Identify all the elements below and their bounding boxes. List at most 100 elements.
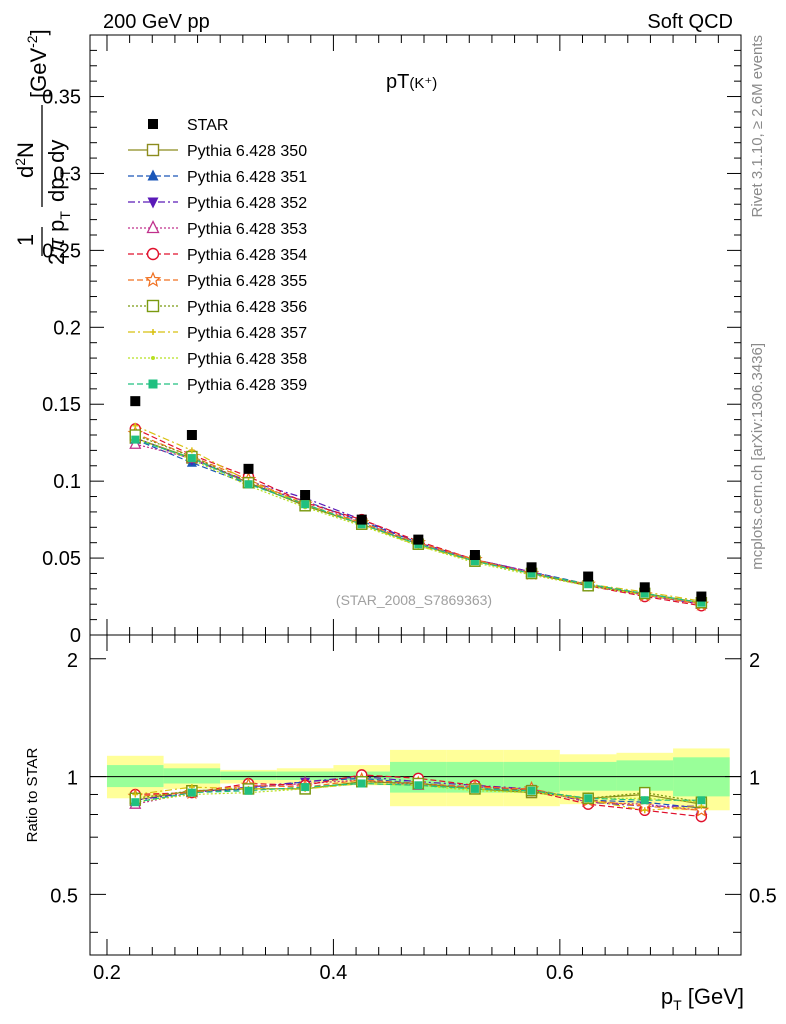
ratio-series-markers: [127, 769, 710, 823]
rivet-label: Rivet 3.1.10, ≥ 2.6M events: [749, 35, 766, 218]
main-y-tick-label: 0.3: [53, 163, 81, 185]
main-y-axis-label: 1 2π pT d2N dpT dy [GeV-2]: [12, 29, 73, 265]
legend: STAR Pythia 6.428 350 Pythia 6.428 351 Pyth…: [128, 117, 307, 394]
main-y-tick-label: 0.2: [53, 317, 81, 339]
main-y-tick-label: 0.1: [53, 471, 81, 493]
main-series-markers: [127, 396, 710, 612]
ratio-y-tick-label-right: 0.5: [749, 885, 777, 907]
ratio-line-357: [135, 782, 702, 811]
main-point-359: [470, 557, 479, 566]
legend-label: Pythia 6.428 354: [187, 247, 307, 264]
ratio-panel: 0.5 0.5 1 1 2 2 0.2 0.4 0.6: [50, 634, 777, 984]
ratio-point-359: [527, 786, 536, 795]
star-data-point: [356, 514, 367, 525]
main-line-359: [135, 439, 702, 604]
inner-band: [616, 760, 674, 791]
ratio-point-357: [132, 791, 139, 798]
legend-label: Pythia 6.428 351: [187, 169, 307, 186]
x-tick-label: 0.6: [546, 962, 574, 984]
ratio-point-359: [301, 783, 310, 792]
inner-band: [163, 768, 221, 784]
legend-label: Pythia 6.428 356: [187, 299, 307, 316]
svg-text:1: 1: [13, 234, 38, 246]
legend-label: Pythia 6.428 359: [187, 377, 307, 394]
legend-marker: [147, 197, 159, 209]
main-y-tick-label: 0.35: [42, 87, 81, 109]
watermark: (STAR_2008_S7869363): [336, 592, 492, 608]
ratio-point-359: [470, 784, 479, 793]
main-point-359: [584, 580, 593, 589]
main-line-355: [135, 432, 702, 605]
ratio-point-359: [357, 779, 366, 788]
main-line-350: [135, 437, 702, 604]
star-data-point: [639, 582, 650, 593]
legend-label: Pythia 6.428 357: [187, 325, 307, 342]
ratio-point-359: [131, 798, 140, 807]
ratio-point-357: [641, 807, 648, 814]
main-point-359: [131, 435, 140, 444]
star-data-point: [130, 396, 141, 407]
star-data-point: [696, 591, 707, 602]
ratio-axis-ticks: 0.5 0.5 1 1 2 2 0.2 0.4 0.6: [50, 635, 777, 984]
legend-marker: [148, 379, 158, 389]
legend-label: Pythia 6.428 353: [187, 221, 307, 238]
inner-band: [220, 771, 277, 780]
x-tick-label: 0.2: [93, 962, 121, 984]
legend-label: Pythia 6.428 358: [187, 351, 307, 368]
main-series-lines: [135, 425, 702, 607]
ratio-y-tick-label: 0.5: [50, 885, 78, 907]
main-point-359: [527, 569, 536, 578]
ratio-point-359: [244, 786, 253, 795]
main-point-359: [244, 480, 253, 489]
main-plot-title: pT(K⁺): [386, 71, 437, 93]
main-y-tick-label: 0.15: [42, 394, 81, 416]
legend-marker: [146, 220, 160, 234]
legend-marker: [147, 169, 159, 181]
mcplots-label: mcplots.cern.ch [arXiv:1306.3436]: [749, 343, 766, 570]
star-data-point: [300, 490, 311, 500]
ratio-y-tick-label-right: 1: [749, 768, 760, 790]
main-y-tick-label: 0.25: [42, 240, 81, 262]
ratio-point-355: [693, 802, 710, 817]
svg-text:2π pT: 2π pT: [44, 211, 73, 265]
ratio-point-359: [697, 796, 706, 805]
legend-marker: [144, 271, 162, 287]
star-data-point: [583, 571, 594, 582]
header-right: Soft QCD: [647, 11, 733, 33]
main-line-351: [135, 439, 702, 605]
star-data-point: [243, 463, 254, 474]
main-line-352: [135, 437, 702, 605]
svg-text:dpT dy: dpT dy: [44, 140, 73, 202]
svg-text:[GeV-2]: [GeV-2]: [24, 29, 51, 98]
legend-label: STAR: [187, 117, 228, 134]
header-left: 200 GeV pp: [103, 11, 210, 33]
legend-label: Pythia 6.428 355: [187, 273, 307, 290]
main-axis-ticks: 0 0.05 0.1 0.15 0.2 0.25 0.3 0.35: [42, 35, 741, 647]
ratio-line-358: [135, 782, 702, 803]
legend-marker: [146, 247, 160, 261]
ratio-point-356: [639, 786, 651, 799]
main-y-tick-label: 0: [70, 625, 81, 647]
legend-label: Pythia 6.428 352: [187, 195, 307, 212]
star-data-point: [526, 562, 537, 573]
main-line-357: [135, 425, 702, 602]
main-point-357: [132, 422, 139, 429]
ratio-point-359: [414, 781, 423, 790]
main-y-tick-label: 0.05: [42, 548, 81, 570]
ratio-y-tick-label-right: 2: [749, 650, 760, 672]
svg-text:d2N: d2N: [12, 142, 38, 178]
main-point-359: [640, 589, 649, 598]
main-line-354: [135, 428, 702, 607]
main-point-359: [697, 598, 706, 607]
ratio-y-tick-label: 1: [67, 768, 78, 790]
ratio-point-359: [640, 796, 649, 805]
main-point-357: [188, 447, 195, 454]
main-line-356: [135, 434, 702, 604]
star-data-point: [413, 534, 424, 545]
legend-label: Pythia 6.428 350: [187, 143, 307, 160]
ratio-point-359: [187, 788, 196, 797]
ratio-y-tick-label: 2: [67, 650, 78, 672]
legend-marker: [146, 143, 160, 157]
main-line-358: [135, 437, 702, 604]
